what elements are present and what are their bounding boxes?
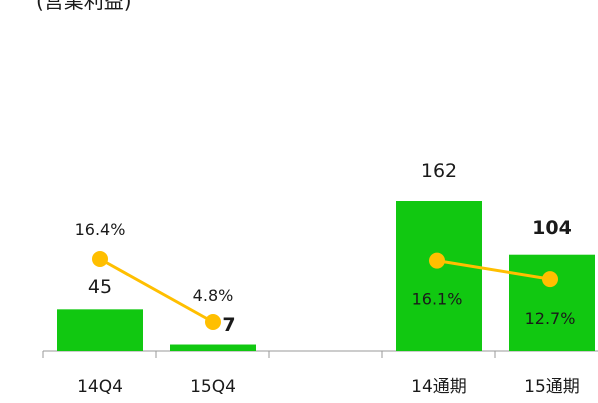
data-labels: 14Q4 45 15Q4 7 14通期 162 15通期 104 16.4% 4.8% 16.1% 1…: [75, 160, 580, 397]
bar-value-label: 162: [421, 160, 457, 182]
bar-value-label: 7: [222, 314, 235, 336]
ratio-line: [99, 257, 214, 324]
ratio-label: 16.4%: [75, 220, 126, 239]
ratio-point: [429, 252, 445, 269]
x-tick-label: 14通期: [411, 377, 467, 397]
bar: [396, 201, 482, 351]
ratio-point: [92, 251, 108, 267]
bar-value-label: 104: [532, 217, 572, 239]
x-axis: [42, 350, 598, 358]
bar: [170, 344, 256, 351]
x-tick-label: 15Q4: [190, 377, 236, 397]
bar-value-label: 45: [88, 276, 112, 298]
ratio-line: [436, 259, 551, 281]
ratio-label: 4.8%: [193, 286, 234, 305]
x-tick-label: 14Q4: [77, 377, 123, 397]
ratio-label: 12.7%: [525, 309, 576, 328]
chart-title: (営業利益): [36, 0, 132, 13]
bar: [57, 309, 143, 351]
bar: [509, 254, 595, 351]
ratio-line-series: [92, 251, 558, 330]
bar-series: [57, 201, 595, 351]
x-tick-label: 15通期: [524, 377, 580, 397]
ratio-point: [205, 314, 221, 330]
ratio-point: [542, 271, 558, 288]
ratio-label: 16.1%: [412, 290, 463, 309]
